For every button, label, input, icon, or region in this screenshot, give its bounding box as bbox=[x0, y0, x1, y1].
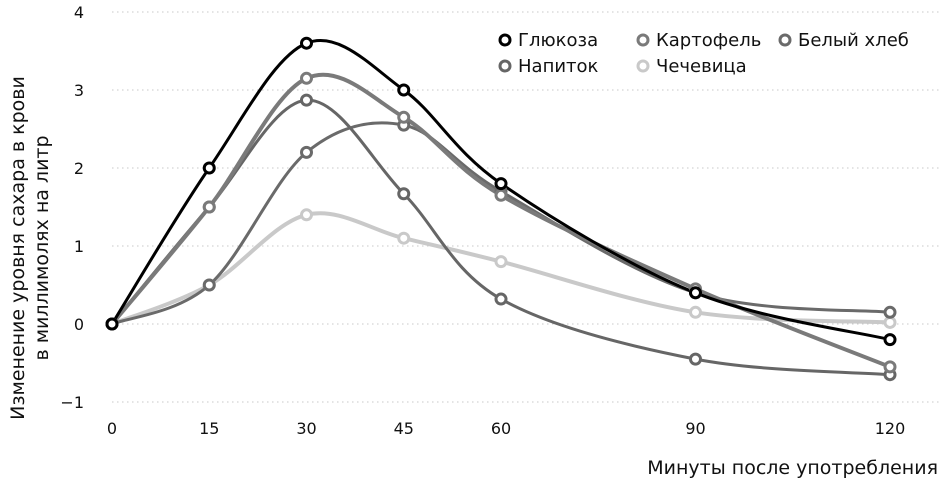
glucose-legend-marker bbox=[498, 33, 512, 47]
potato-data-point bbox=[494, 188, 508, 202]
x-tick-label: 30 bbox=[296, 419, 316, 438]
drink-data-point bbox=[494, 292, 508, 306]
y-tick-label: −1 bbox=[60, 393, 84, 412]
x-tick-label: 90 bbox=[685, 419, 705, 438]
potato-data-point bbox=[883, 360, 897, 374]
drink-legend-label: Напиток bbox=[518, 56, 599, 77]
potato-legend-marker bbox=[636, 33, 650, 47]
y-tick-label: 4 bbox=[74, 3, 84, 22]
lentils-data-point bbox=[883, 315, 897, 329]
drink-legend-marker bbox=[498, 59, 512, 73]
x-tick-label: 0 bbox=[107, 419, 117, 438]
grid bbox=[112, 11, 940, 403]
x-tick-label: 120 bbox=[875, 419, 906, 438]
x-axis-ticks: 0 15 30 45 60 90 120 bbox=[107, 419, 905, 438]
glucose-data-point bbox=[883, 333, 897, 347]
lentils-data-point bbox=[494, 255, 508, 269]
glucose-data-point bbox=[105, 317, 119, 331]
white-bread-legend-marker bbox=[778, 33, 792, 47]
legend: Глюкоза Картофель Белый хлеб Напиток Чечевиц… bbox=[498, 30, 909, 77]
y-tick-label: 3 bbox=[74, 81, 84, 100]
y-tick-label: 1 bbox=[74, 237, 84, 256]
series-points bbox=[105, 36, 897, 382]
x-tick-label: 45 bbox=[394, 419, 414, 438]
glucose-data-point bbox=[202, 161, 216, 175]
drink-data-point bbox=[689, 352, 702, 366]
drink-data-point bbox=[397, 187, 411, 201]
lentils-legend-label: Чечевица bbox=[656, 56, 747, 77]
x-tick-label: 60 bbox=[491, 419, 511, 438]
lentils-data-point bbox=[397, 231, 411, 245]
drink-data-point bbox=[300, 93, 313, 107]
series-lines bbox=[110, 39, 892, 377]
lentils-legend-marker bbox=[636, 59, 650, 73]
white-bread-data-point bbox=[202, 278, 216, 292]
glucose-data-point bbox=[397, 83, 411, 97]
glucose-data-point bbox=[300, 36, 313, 50]
x-axis-label: Минуты после употребления bbox=[647, 457, 938, 479]
white-bread-legend-label: Белый хлеб bbox=[798, 30, 909, 51]
glucose-data-point bbox=[494, 177, 508, 191]
potato-data-point bbox=[202, 200, 216, 214]
y-tick-label: 0 bbox=[74, 315, 84, 334]
x-tick-label: 15 bbox=[199, 419, 219, 438]
potato-data-point bbox=[397, 110, 411, 124]
y-tick-label: 2 bbox=[74, 159, 84, 178]
glucose-data-point bbox=[689, 286, 702, 300]
y-axis-label-line-2: в миллимолях на литр bbox=[31, 135, 53, 360]
white-bread-data-point bbox=[300, 145, 313, 159]
potato-data-point bbox=[300, 71, 313, 85]
drink-series-line bbox=[110, 98, 892, 377]
white-bread-data-point bbox=[883, 305, 897, 319]
lentils-data-point bbox=[689, 305, 702, 319]
lentils-data-point bbox=[300, 208, 313, 222]
y-axis-ticks: 4 3 2 1 0 −1 bbox=[60, 3, 84, 412]
glucose-legend-label: Глюкоза bbox=[518, 30, 598, 51]
potato-series-line bbox=[110, 72, 892, 369]
potato-legend-label: Картофель bbox=[656, 30, 761, 51]
y-axis-label-line-1: Изменение уровня сахара в крови bbox=[7, 76, 29, 420]
